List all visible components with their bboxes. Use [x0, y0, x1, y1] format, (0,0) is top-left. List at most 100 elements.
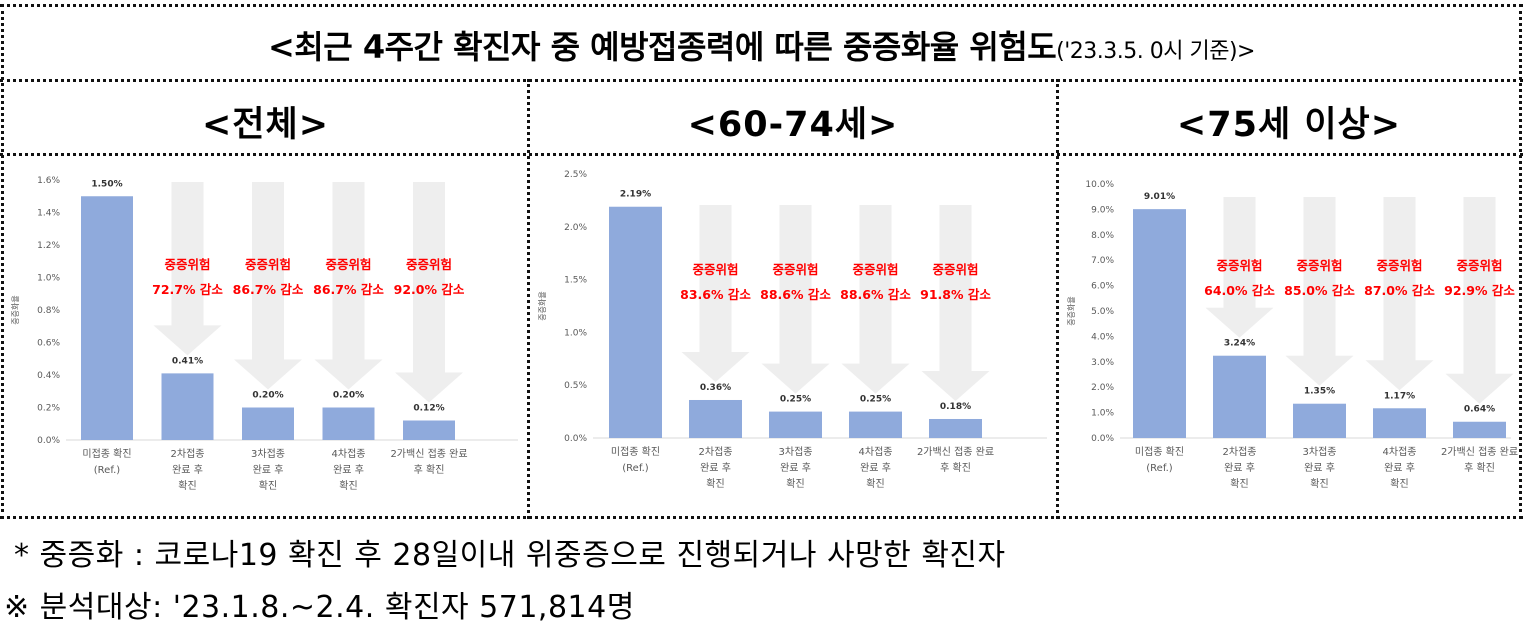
frame-title-divider	[0, 79, 1523, 82]
x-tick-label: 완료 후	[780, 462, 811, 474]
y-tick-label: 1.0%	[1091, 409, 1114, 419]
y-tick-label: 2.0%	[564, 223, 587, 233]
reduction-arrow	[314, 182, 383, 390]
frame-panel-divider-1	[527, 79, 530, 519]
x-tick-label: 확진	[1310, 478, 1328, 490]
data-label: 1.50%	[91, 179, 122, 189]
figure-title-main: <최근 4주간 확진자 중 예방접종력에 따른 중증화율 위험도	[267, 28, 1057, 66]
data-label: 1.35%	[1304, 387, 1335, 397]
risk-annotation-text: 87.0% 감소	[1364, 283, 1435, 298]
y-tick-label: 8.0%	[1091, 231, 1114, 241]
risk-annotation-text: 86.7% 감소	[233, 282, 304, 297]
frame-bottom-border	[0, 516, 1523, 519]
data-label: 0.20%	[333, 391, 364, 401]
risk-annotation-heading: 중증위험	[932, 262, 978, 277]
x-tick-label: 2가백신 접종 완료	[1441, 446, 1518, 458]
x-tick-label: 확진	[1230, 478, 1248, 490]
panel-title-75-plus: <75세 이상>	[1176, 105, 1402, 145]
bar	[1373, 408, 1426, 438]
reduction-arrow	[1445, 197, 1514, 404]
x-tick-label: 2차접종	[171, 448, 205, 460]
x-tick-label: 3차접종	[779, 446, 813, 458]
reduction-arrow	[1365, 197, 1434, 391]
y-tick-label: 0.2%	[37, 404, 60, 414]
data-label: 0.12%	[413, 404, 444, 414]
x-tick-label: 4차접종	[1383, 446, 1417, 458]
y-axis-label: 중증화율	[11, 295, 20, 324]
x-tick-label: (Ref.)	[622, 463, 649, 474]
data-label: 0.18%	[940, 402, 971, 412]
x-tick-label: 완료 후	[860, 462, 891, 474]
bar	[403, 420, 455, 440]
x-tick-label: 확진	[339, 480, 357, 492]
y-tick-label: 1.4%	[37, 209, 60, 219]
figure-title: <최근 4주간 확진자 중 예방접종력에 따른 중증화율 위험도('23.3.5…	[0, 22, 1523, 72]
x-tick-label: 완료 후	[253, 464, 284, 476]
data-label: 0.36%	[700, 383, 731, 393]
risk-annotation-text: 91.8% 감소	[920, 287, 991, 302]
risk-annotation-text: 64.0% 감소	[1204, 283, 1275, 298]
x-tick-label: 4차접종	[859, 446, 893, 458]
risk-annotation-heading: 중증위험	[1376, 258, 1422, 273]
y-tick-label: 1.0%	[37, 274, 60, 284]
x-tick-label: 완료 후	[172, 464, 203, 476]
risk-annotation-text: 92.0% 감소	[394, 282, 465, 297]
chart-60-74: 0.0% 0.5% 1.0% 1.5% 2.0% 2.5% 중증화율 2.19% 0.36% 0.…	[538, 170, 1047, 490]
y-tick-label: 2.0%	[1091, 383, 1114, 393]
risk-annotation-heading: 중증위험	[852, 262, 898, 277]
bar	[689, 399, 742, 438]
y-tick-label: 0.5%	[564, 381, 587, 391]
x-tick-label: 완료 후	[700, 462, 731, 474]
x-tick-label: 후 확진	[1464, 462, 1495, 474]
x-tick-label: 2가백신 접종 완료	[917, 446, 994, 458]
data-label: 0.25%	[860, 395, 891, 405]
x-tick-label: 확진	[786, 478, 804, 490]
risk-annotation-text: 72.7% 감소	[152, 282, 223, 297]
reduction-arrow	[395, 182, 463, 403]
bar	[849, 411, 902, 438]
figure-frame	[0, 4, 1523, 519]
x-tick-label: 확진	[1390, 478, 1408, 490]
x-tick-label: 완료 후	[1384, 462, 1415, 474]
y-tick-label: 6.0%	[1091, 282, 1114, 292]
risk-annotation-heading: 중증위험	[325, 257, 371, 272]
y-tick-label: 0.4%	[37, 371, 60, 381]
data-label: 2.19%	[620, 190, 651, 200]
risk-annotation-heading: 중증위험	[1216, 258, 1262, 273]
reduction-arrow	[153, 182, 222, 356]
bar	[242, 407, 294, 440]
x-tick-label: 후 확진	[414, 464, 445, 476]
bar	[769, 411, 822, 438]
x-tick-label: 완료 후	[1304, 462, 1335, 474]
x-tick-label: 확진	[866, 478, 884, 490]
y-tick-label: 0.0%	[564, 434, 587, 444]
x-tick-label: 3차접종	[1303, 446, 1337, 458]
bar	[1133, 209, 1186, 438]
bar	[161, 373, 214, 440]
frame-top-border	[0, 4, 1523, 7]
y-tick-label: 9.0%	[1091, 205, 1114, 215]
x-tick-label: (Ref.)	[94, 465, 121, 476]
y-tick-label: 0.0%	[1091, 434, 1114, 444]
risk-annotation-heading: 중증위험	[164, 257, 210, 272]
frame-right-border	[1519, 4, 1522, 519]
data-label: 3.24%	[1224, 339, 1255, 349]
frame-panel-divider-2	[1056, 79, 1059, 519]
panel-title-all: <전체>	[201, 105, 330, 145]
x-tick-label: 완료 후	[333, 464, 364, 476]
risk-annotation-text: 85.0% 감소	[1284, 283, 1355, 298]
risk-annotation-text: 88.6% 감소	[760, 287, 831, 302]
x-tick-label: 2차접종	[1223, 446, 1257, 458]
risk-annotation-heading: 중증위험	[772, 262, 818, 277]
y-tick-label: 1.5%	[564, 276, 587, 286]
x-tick-label: 확진	[706, 478, 724, 490]
x-tick-label: 미접종 확진	[1135, 446, 1184, 458]
risk-annotation-heading: 중증위험	[692, 262, 738, 277]
risk-annotation-text: 92.9% 감소	[1444, 283, 1515, 298]
x-tick-label: 2가백신 접종 완료	[390, 448, 467, 460]
reduction-arrow	[681, 205, 750, 382]
bar	[929, 418, 982, 438]
y-tick-label: 10.0%	[1085, 180, 1114, 190]
risk-annotation-heading: 중증위험	[245, 257, 291, 272]
y-axis-label: 중증화율	[538, 291, 547, 320]
